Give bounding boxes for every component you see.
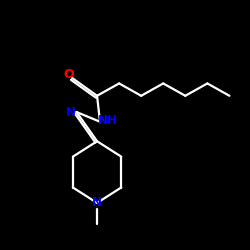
Text: N: N [66,106,76,118]
Text: N: N [92,196,102,209]
Text: NH: NH [98,114,118,127]
Text: O: O [64,68,74,80]
